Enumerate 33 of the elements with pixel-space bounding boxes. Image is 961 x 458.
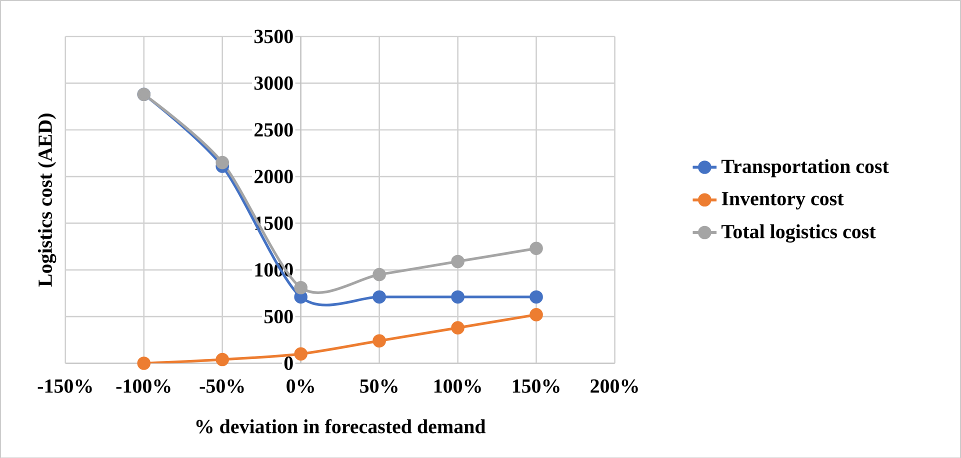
- point: [372, 268, 386, 281]
- x-axis-title: % deviation in forecasted demand: [196, 418, 486, 434]
- y-tick-label: 2500: [254, 122, 293, 136]
- y-axis-title: Logistics cost (AED): [38, 113, 56, 286]
- x-tick-label: 0%: [286, 379, 314, 393]
- point: [372, 290, 386, 304]
- point: [530, 242, 543, 255]
- x-tick-label: 200%: [590, 379, 638, 393]
- point: [216, 352, 230, 366]
- point: [530, 308, 543, 322]
- legend-label: Total logistics cost: [721, 224, 876, 242]
- point: [137, 356, 151, 370]
- y-tick-label: 3500: [254, 30, 293, 43]
- y-tick-label: 3000: [254, 76, 293, 90]
- x-tick-label: -100%: [116, 379, 170, 393]
- point: [451, 320, 464, 334]
- point: [451, 254, 464, 268]
- point: [216, 156, 230, 169]
- point: [294, 280, 308, 294]
- point: [372, 334, 386, 348]
- legend-label: Inventory cost: [722, 192, 844, 210]
- y-tick-label: 2000: [254, 170, 293, 184]
- point: [530, 290, 543, 304]
- legend-label: Transportation cost: [721, 158, 889, 177]
- x-tick-label: 100%: [434, 379, 481, 393]
- x-tick-label: 50%: [360, 379, 398, 393]
- y-tick-label: 0: [284, 356, 293, 370]
- point: [294, 347, 308, 360]
- x-tick-label: -150%: [38, 379, 92, 393]
- x-tick-label: -50%: [200, 379, 244, 393]
- x-tick-label: 150%: [512, 379, 560, 393]
- point: [451, 290, 464, 304]
- y-tick-label: 500: [264, 310, 293, 324]
